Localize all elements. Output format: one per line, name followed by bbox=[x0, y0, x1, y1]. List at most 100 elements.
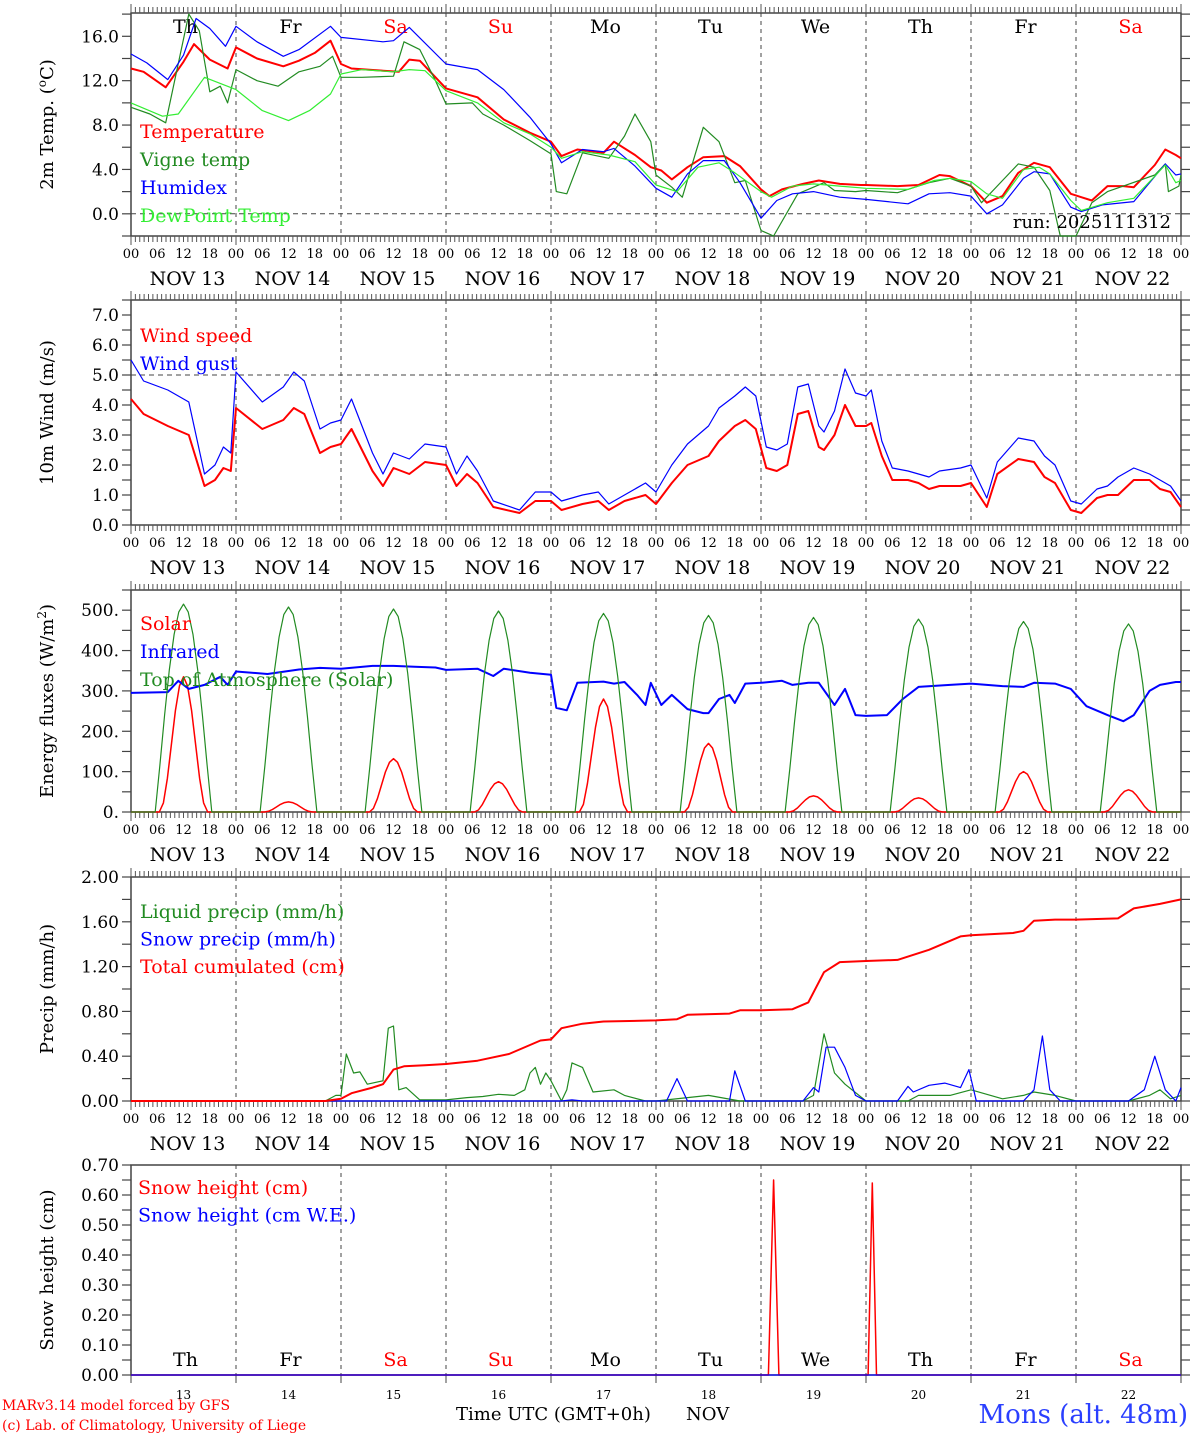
hour-tick-label: 12 bbox=[385, 1112, 402, 1127]
weekday-label: Su bbox=[488, 1349, 513, 1371]
hour-tick-label: 06 bbox=[989, 247, 1006, 262]
day-number-label: 22 bbox=[1121, 1388, 1136, 1402]
hour-tick-label: 18 bbox=[306, 536, 323, 551]
hour-tick-label: 00 bbox=[228, 1112, 245, 1127]
y-tick-label: 300. bbox=[81, 682, 119, 702]
hour-tick-label: 00 bbox=[438, 823, 455, 838]
legend-entry: Liquid precip (mm/h) bbox=[140, 901, 344, 923]
legend-entry: Infrared bbox=[140, 641, 220, 663]
hour-tick-label: 18 bbox=[1041, 247, 1058, 262]
hour-tick-label: 12 bbox=[805, 1112, 822, 1127]
hour-tick-label: 18 bbox=[726, 536, 743, 551]
day-label: NOV 19 bbox=[780, 844, 856, 866]
day-label: NOV 18 bbox=[675, 557, 751, 579]
y-tick-label: 400. bbox=[81, 642, 119, 662]
series-line-infrared bbox=[130, 664, 1181, 723]
hour-tick-label: 06 bbox=[254, 1112, 271, 1127]
y-tick-label: 0.00 bbox=[81, 1366, 119, 1386]
hour-tick-label: 12 bbox=[805, 536, 822, 551]
series-line-vigne-temp bbox=[130, 13, 1182, 237]
series-line-humidex bbox=[130, 17, 1182, 219]
hour-tick-label: 12 bbox=[805, 247, 822, 262]
credit-line-2: (c) Lab. of Climatology, University of L… bbox=[2, 1418, 307, 1434]
hour-tick-label: 00 bbox=[963, 1112, 980, 1127]
y-tick-label: 100. bbox=[81, 763, 119, 783]
hour-tick-label: 18 bbox=[621, 823, 638, 838]
y-axis-label: 10m Wind (m/s) bbox=[37, 340, 58, 485]
legend-entry: Snow height (cm W.E.) bbox=[138, 1205, 356, 1227]
hour-tick-label: 12 bbox=[385, 536, 402, 551]
day-label: NOV 22 bbox=[1095, 557, 1171, 579]
day-label: NOV 22 bbox=[1095, 1133, 1171, 1155]
legend-entry: Wind gust bbox=[140, 353, 238, 375]
day-label: NOV 20 bbox=[885, 557, 961, 579]
y-tick-label: 0.10 bbox=[81, 1336, 119, 1356]
day-label: NOV 17 bbox=[570, 1133, 646, 1155]
hour-tick-label: 18 bbox=[936, 247, 953, 262]
hour-tick-label: 12 bbox=[1015, 247, 1032, 262]
day-label: NOV 16 bbox=[465, 1133, 541, 1155]
hour-tick-label: 06 bbox=[674, 247, 691, 262]
hour-tick-label: 12 bbox=[490, 823, 507, 838]
series-line-dewpoint-temp bbox=[130, 69, 1182, 212]
weekday-label: Fr bbox=[1014, 16, 1037, 38]
y-axis-label: Snow height (cm) bbox=[37, 1189, 58, 1350]
hour-tick-label: 00 bbox=[1173, 536, 1190, 551]
weekday-label: Th bbox=[173, 1349, 198, 1371]
run-label: run: 2025111312 bbox=[1013, 212, 1171, 233]
hour-tick-label: 18 bbox=[516, 1112, 533, 1127]
hour-tick-label: 18 bbox=[1041, 536, 1058, 551]
weekday-label: Th bbox=[908, 1349, 933, 1371]
day-label: NOV 18 bbox=[675, 1133, 751, 1155]
legend-entry: Solar bbox=[140, 613, 192, 635]
day-label: NOV 14 bbox=[255, 557, 331, 579]
hour-tick-label: 06 bbox=[884, 823, 901, 838]
y-axis-label: 2m Temp. (oC) bbox=[35, 59, 58, 190]
y-tick-label: 0.0 bbox=[92, 205, 119, 225]
hour-tick-label: 18 bbox=[1146, 823, 1163, 838]
hour-tick-label: 00 bbox=[1068, 1112, 1085, 1127]
day-number-label: 21 bbox=[1016, 1388, 1031, 1402]
hour-tick-label: 12 bbox=[1120, 1112, 1137, 1127]
day-label: NOV 20 bbox=[885, 844, 961, 866]
hour-tick-label: 00 bbox=[858, 1112, 875, 1127]
hour-tick-label: 18 bbox=[726, 1112, 743, 1127]
day-label: NOV 14 bbox=[255, 1133, 331, 1155]
legend-entry: Snow precip (mm/h) bbox=[140, 929, 336, 951]
hour-tick-label: 00 bbox=[753, 247, 770, 262]
weekday-label: We bbox=[801, 1349, 830, 1371]
hour-tick-label: 06 bbox=[674, 536, 691, 551]
hour-tick-label: 12 bbox=[595, 536, 612, 551]
day-label: NOV 16 bbox=[465, 557, 541, 579]
hour-tick-label: 12 bbox=[1120, 247, 1137, 262]
weekday-label: Sa bbox=[383, 16, 407, 38]
hour-tick-label: 12 bbox=[1015, 1112, 1032, 1127]
day-label: NOV 16 bbox=[465, 844, 541, 866]
hour-tick-label: 18 bbox=[936, 1112, 953, 1127]
weekday-label: Th bbox=[908, 16, 933, 38]
series-line-wind-speed bbox=[130, 398, 1182, 514]
day-label: NOV 21 bbox=[990, 268, 1066, 290]
hour-tick-label: 12 bbox=[280, 247, 297, 262]
hour-tick-label: 12 bbox=[175, 536, 192, 551]
hour-tick-label: 18 bbox=[1041, 1112, 1058, 1127]
weekday-label: Tu bbox=[698, 1349, 723, 1371]
day-label: NOV 19 bbox=[780, 1133, 856, 1155]
hour-tick-label: 06 bbox=[989, 823, 1006, 838]
day-label: NOV 19 bbox=[780, 268, 856, 290]
day-label: NOV 18 bbox=[675, 844, 751, 866]
day-label: NOV 13 bbox=[150, 268, 226, 290]
hour-tick-label: 06 bbox=[359, 536, 376, 551]
hour-tick-label: 12 bbox=[280, 536, 297, 551]
hour-tick-label: 00 bbox=[333, 823, 350, 838]
hour-tick-label: 12 bbox=[910, 823, 927, 838]
day-number-label: 20 bbox=[911, 1388, 926, 1402]
hour-tick-label: 12 bbox=[280, 823, 297, 838]
hour-tick-label: 12 bbox=[910, 247, 927, 262]
day-label: NOV 15 bbox=[360, 268, 436, 290]
hour-tick-label: 00 bbox=[228, 247, 245, 262]
series-line-liquid-precip-mm-h bbox=[131, 1025, 1182, 1102]
weekday-label: Sa bbox=[1118, 1349, 1142, 1371]
y-axis-label: Energy fluxes (W/m2) bbox=[35, 604, 58, 798]
hour-tick-label: 18 bbox=[201, 823, 218, 838]
